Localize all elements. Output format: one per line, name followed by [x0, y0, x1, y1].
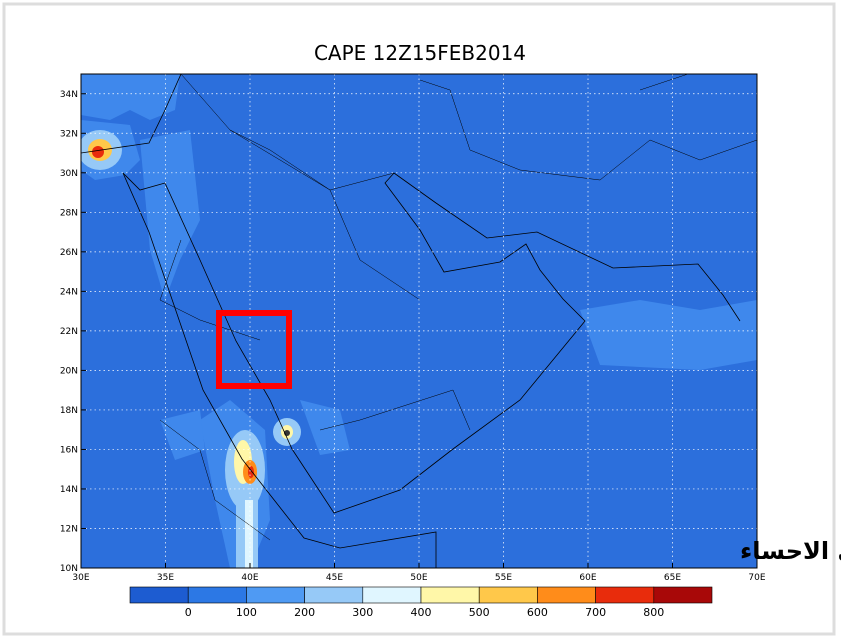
colorbar-swatch: [420, 586, 480, 604]
colorbar-label: 600: [527, 606, 548, 619]
lat-label: 10N: [60, 564, 78, 574]
map-title: CAPE 12Z15FEB2014: [314, 41, 526, 65]
lat-label: 16N: [60, 445, 78, 455]
lat-label: 32N: [60, 129, 78, 139]
lat-label: 12N: [60, 524, 78, 534]
highlight-box: [216, 310, 292, 389]
lon-label: 70E: [748, 573, 765, 583]
coastlines: [81, 74, 741, 568]
borders: [159, 74, 757, 541]
colorbar-swatch: [537, 586, 596, 604]
colorbar-swatch: [478, 586, 538, 604]
lat-label: 24N: [60, 287, 78, 297]
colorbar-label: 400: [411, 606, 432, 619]
colorbar-label: 200: [294, 606, 315, 619]
watermark: براري الاحساء: [740, 537, 841, 565]
lat-label: 14N: [60, 485, 78, 495]
lon-label: 60E: [579, 573, 596, 583]
colorbar-label: 500: [469, 606, 490, 619]
lon-label: 30E: [72, 573, 89, 583]
colorbar-swatch: [129, 586, 189, 604]
lon-label: 65E: [664, 573, 681, 583]
colorbar-label: 700: [585, 606, 606, 619]
colorbar-swatch: [187, 586, 247, 604]
lat-label: 30N: [60, 169, 78, 179]
lon-label: 40E: [241, 573, 258, 583]
map-area: [81, 74, 757, 568]
colorbar-label: 300: [352, 606, 373, 619]
colorbar: 0 100 200 300 400 500 600 700 800: [129, 586, 713, 619]
lat-label: 20N: [60, 366, 78, 376]
colorbar-label: 800: [643, 606, 664, 619]
colorbar-swatch: [362, 586, 422, 604]
lon-label: 45E: [326, 573, 343, 583]
lon-label: 50E: [410, 573, 427, 583]
grid: [81, 74, 757, 568]
lon-label: 55E: [495, 573, 512, 583]
colorbar-swatch: [304, 586, 364, 604]
lat-label: 18N: [60, 406, 78, 416]
colorbar-swatch: [595, 586, 655, 604]
lat-label: 28N: [60, 208, 78, 218]
lat-label: 34N: [60, 90, 78, 100]
colorbar-label: 100: [236, 606, 257, 619]
lon-label: 35E: [157, 573, 174, 583]
colorbar-swatch: [653, 586, 713, 604]
lat-label: 26N: [60, 248, 78, 258]
lat-label: 22N: [60, 327, 78, 337]
colorbar-label: 0: [185, 606, 192, 619]
colorbar-swatch: [246, 586, 305, 604]
tick-labels: 30E 35E 40E 45E 50E 55E 60E 65E 70E 10N 12N 14N 16N 1…: [60, 90, 766, 583]
